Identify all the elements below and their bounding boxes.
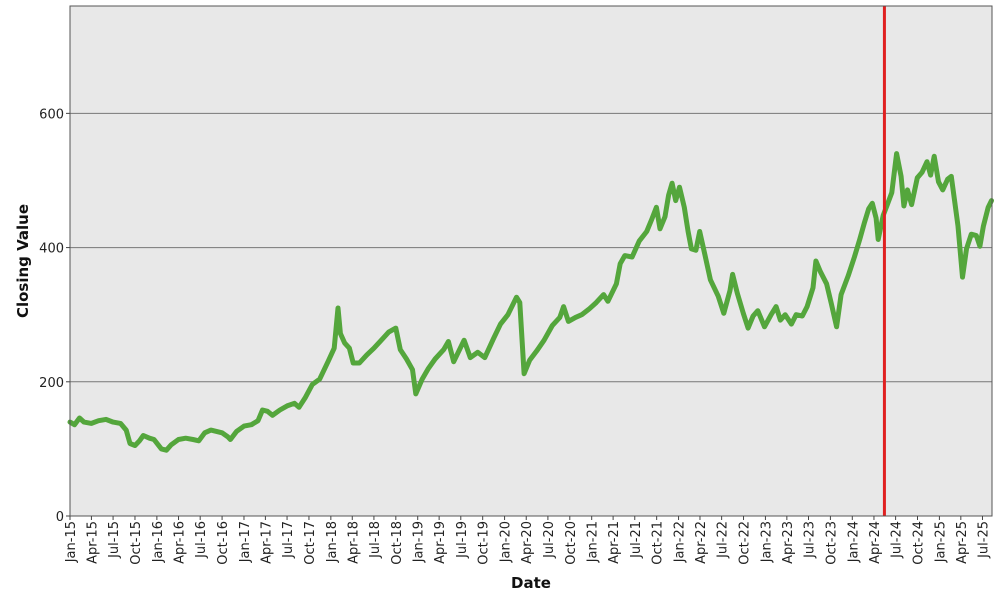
- x-axis-title: Date: [511, 574, 551, 592]
- x-tick-label: Apr-18: [346, 521, 361, 564]
- x-tick-label: Jul-25: [976, 521, 991, 559]
- x-tick-label: Apr-21: [607, 521, 622, 564]
- x-tick-label: Jul-15: [107, 521, 122, 559]
- x-tick-label: Apr-16: [173, 521, 188, 564]
- series-line: [67, 151, 994, 453]
- x-axis: Jan-15 Apr-15 Jul-15 Oct-15 Jan-16 Apr-16 Jul-…: [64, 516, 991, 565]
- y-tick-label: 400: [39, 242, 64, 257]
- x-tick-label: Oct-19: [477, 521, 492, 565]
- x-tick-label: Jan-24: [846, 521, 861, 563]
- x-tick-label: Jan-21: [586, 521, 601, 563]
- plot-frame: [69, 5, 993, 517]
- x-tick-label: Jul-16: [194, 521, 209, 559]
- x-tick-label: Oct-21: [651, 521, 666, 565]
- x-tick-label: Jan-15: [64, 521, 79, 563]
- x-tick-label: Oct-15: [129, 521, 144, 565]
- x-tick-label: Jan-19: [412, 521, 427, 563]
- x-tick-label: Jan-23: [759, 521, 774, 563]
- gridlines: [70, 112, 992, 383]
- x-tick-label: Jul-21: [629, 521, 644, 559]
- x-tick-label: Oct-20: [564, 521, 579, 565]
- x-tick-label: Jul-17: [281, 521, 296, 559]
- x-tick-label: Apr-19: [433, 521, 448, 564]
- x-tick-label: Jan-16: [151, 521, 166, 563]
- x-tick-label: Apr-20: [520, 521, 535, 564]
- y-tick-label: 200: [39, 376, 64, 391]
- x-tick-label: Jan-20: [499, 521, 514, 563]
- x-tick-label: Oct-22: [738, 521, 753, 565]
- x-tick-label: Jan-25: [933, 521, 948, 563]
- x-tick-label: Jul-20: [542, 521, 557, 559]
- x-tick-label: Apr-22: [694, 521, 709, 564]
- x-tick-label: Jul-18: [368, 521, 383, 559]
- y-axis-title: Closing Value: [14, 204, 32, 318]
- x-tick-label: Jan-22: [673, 521, 688, 563]
- x-tick-label: Jul-23: [803, 521, 818, 559]
- x-tick-label: Oct-18: [390, 521, 405, 565]
- x-tick-label: Apr-23: [781, 521, 796, 564]
- x-tick-label: Oct-16: [216, 521, 231, 565]
- x-tick-label: Apr-15: [85, 521, 100, 564]
- x-tick-label: Jul-19: [455, 521, 470, 559]
- x-tick-label: Apr-25: [955, 521, 970, 564]
- x-tick-label: Jul-24: [890, 521, 905, 559]
- y-tick-label: 600: [39, 107, 64, 122]
- x-tick-label: Oct-23: [824, 521, 839, 565]
- y-tick-label: 0: [56, 510, 64, 525]
- x-tick-label: Oct-24: [912, 521, 927, 565]
- x-tick-label: Jan-18: [325, 521, 340, 563]
- x-tick-label: Jul-22: [716, 521, 731, 559]
- x-tick-label: Apr-17: [259, 521, 274, 564]
- x-tick-label: Oct-17: [303, 521, 318, 565]
- x-tick-label: Jan-17: [238, 521, 253, 563]
- y-axis: 0 200 400 600: [39, 107, 70, 525]
- x-tick-label: Apr-24: [868, 521, 883, 564]
- series-layer: [67, 151, 994, 453]
